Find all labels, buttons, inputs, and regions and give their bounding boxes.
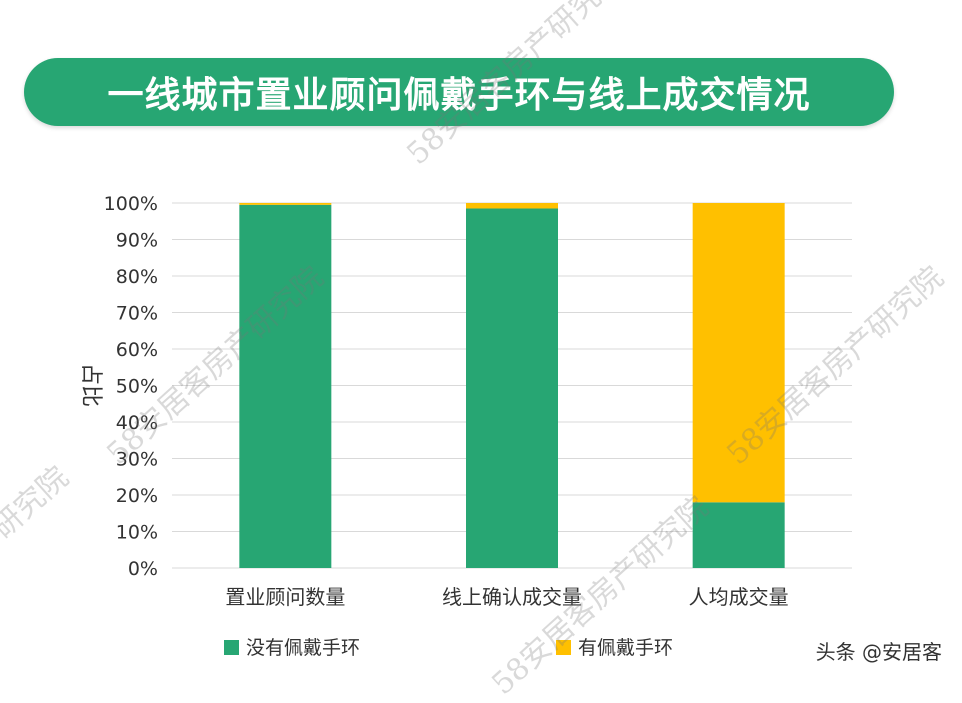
legend-swatch — [224, 640, 239, 655]
y-axis-label: 占比 — [78, 363, 103, 407]
x-tick-label: 置业顾问数量 — [225, 585, 345, 609]
chart-title: 一线城市置业顾问佩戴手环与线上成交情况 — [107, 75, 811, 116]
bar-segment — [466, 203, 558, 209]
y-tick-label: 20% — [116, 485, 158, 507]
y-tick-label: 70% — [116, 303, 158, 325]
chart-title-banner: 一线城市置业顾问佩戴手环与线上成交情况 — [24, 58, 894, 126]
credit-text: 头条 @安居客 — [815, 640, 942, 664]
y-tick-label: 80% — [116, 266, 158, 288]
bar-segment — [466, 208, 558, 568]
bar-segment — [239, 203, 332, 205]
y-tick-label: 100% — [104, 193, 158, 215]
bar-segment — [692, 203, 785, 503]
legend-label: 没有佩戴手环 — [246, 637, 360, 659]
y-tick-label: 30% — [116, 449, 158, 471]
y-tick-label: 0% — [128, 558, 158, 580]
y-tick-label: 50% — [116, 376, 158, 398]
y-tick-label: 60% — [116, 339, 158, 361]
bar-segment — [239, 204, 332, 568]
y-tick-label: 10% — [116, 522, 158, 544]
x-tick-label: 线上确认成交量 — [442, 585, 582, 609]
stacked-bar-chart: 0% 10% 20% 30% 40% 50% 60% 70% 80% 90% 100% 占比置业顾问数… — [78, 193, 852, 659]
x-tick-label: 人均成交量 — [689, 585, 789, 609]
legend-label: 有佩戴手环 — [578, 637, 673, 659]
y-tick-label: 40% — [116, 412, 158, 434]
legend-swatch — [556, 640, 571, 655]
y-tick-label: 90% — [116, 230, 158, 252]
bar-segment — [692, 502, 785, 568]
